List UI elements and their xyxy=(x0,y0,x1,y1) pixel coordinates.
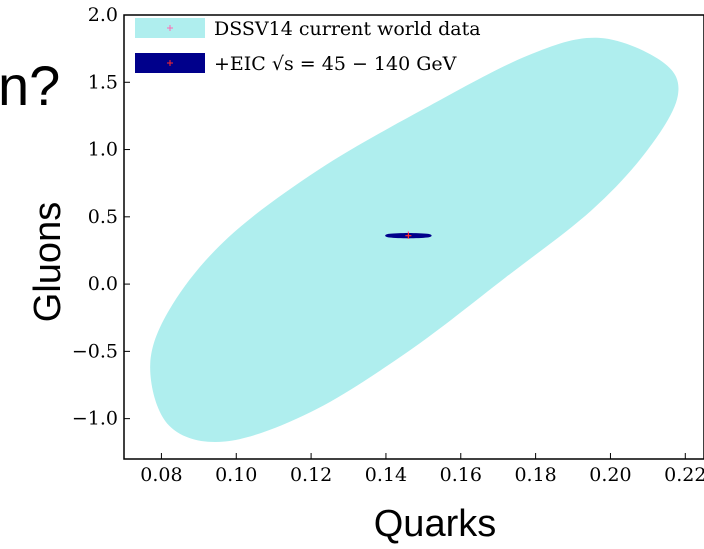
slide-title-fragment: n? xyxy=(0,54,61,117)
legend-marker xyxy=(167,60,173,66)
x-tick-label: 0.16 xyxy=(440,464,482,486)
y-tick-label: 0.5 xyxy=(88,206,118,228)
legend: DSSV14 current world data +EIC √s = 45 − … xyxy=(135,18,481,75)
y-tick-label: −0.5 xyxy=(72,340,118,362)
y-tick-label: 1.5 xyxy=(88,71,118,93)
x-axis-label: Quarks xyxy=(373,503,497,545)
y-tick-label: 2.0 xyxy=(88,4,118,26)
y-tick-label: −1.0 xyxy=(72,408,118,430)
x-tick-label: 0.20 xyxy=(589,464,631,486)
y-axis-label: Gluons xyxy=(18,202,78,322)
x-tick-label: 0.08 xyxy=(140,464,182,486)
axes-frame xyxy=(123,14,704,460)
x-tick-label: 0.10 xyxy=(215,464,257,486)
legend-label-dssv14: DSSV14 current world data xyxy=(214,18,481,40)
x-tick-label: 0.12 xyxy=(290,464,332,486)
series-layer xyxy=(150,37,679,442)
y-axis-label-text: Gluons xyxy=(26,201,69,323)
y-tick-label: 1.0 xyxy=(88,139,118,161)
dssv14-ellipse xyxy=(150,37,679,442)
y-tick-label: 0.0 xyxy=(88,273,118,295)
x-tick-label: 0.14 xyxy=(365,464,407,486)
ticks-layer: 0.08 0.10 0.12 0.14 0.16 0.18 0.20 0.22 2.0 1.5 1.… xyxy=(72,4,704,486)
x-tick-label: 0.22 xyxy=(664,464,704,486)
x-tick-label: 0.18 xyxy=(514,464,556,486)
legend-marker xyxy=(167,25,173,31)
eic-center-marker xyxy=(405,232,412,239)
legend-label-eic: +EIC √s = 45 − 140 GeV xyxy=(214,53,457,75)
